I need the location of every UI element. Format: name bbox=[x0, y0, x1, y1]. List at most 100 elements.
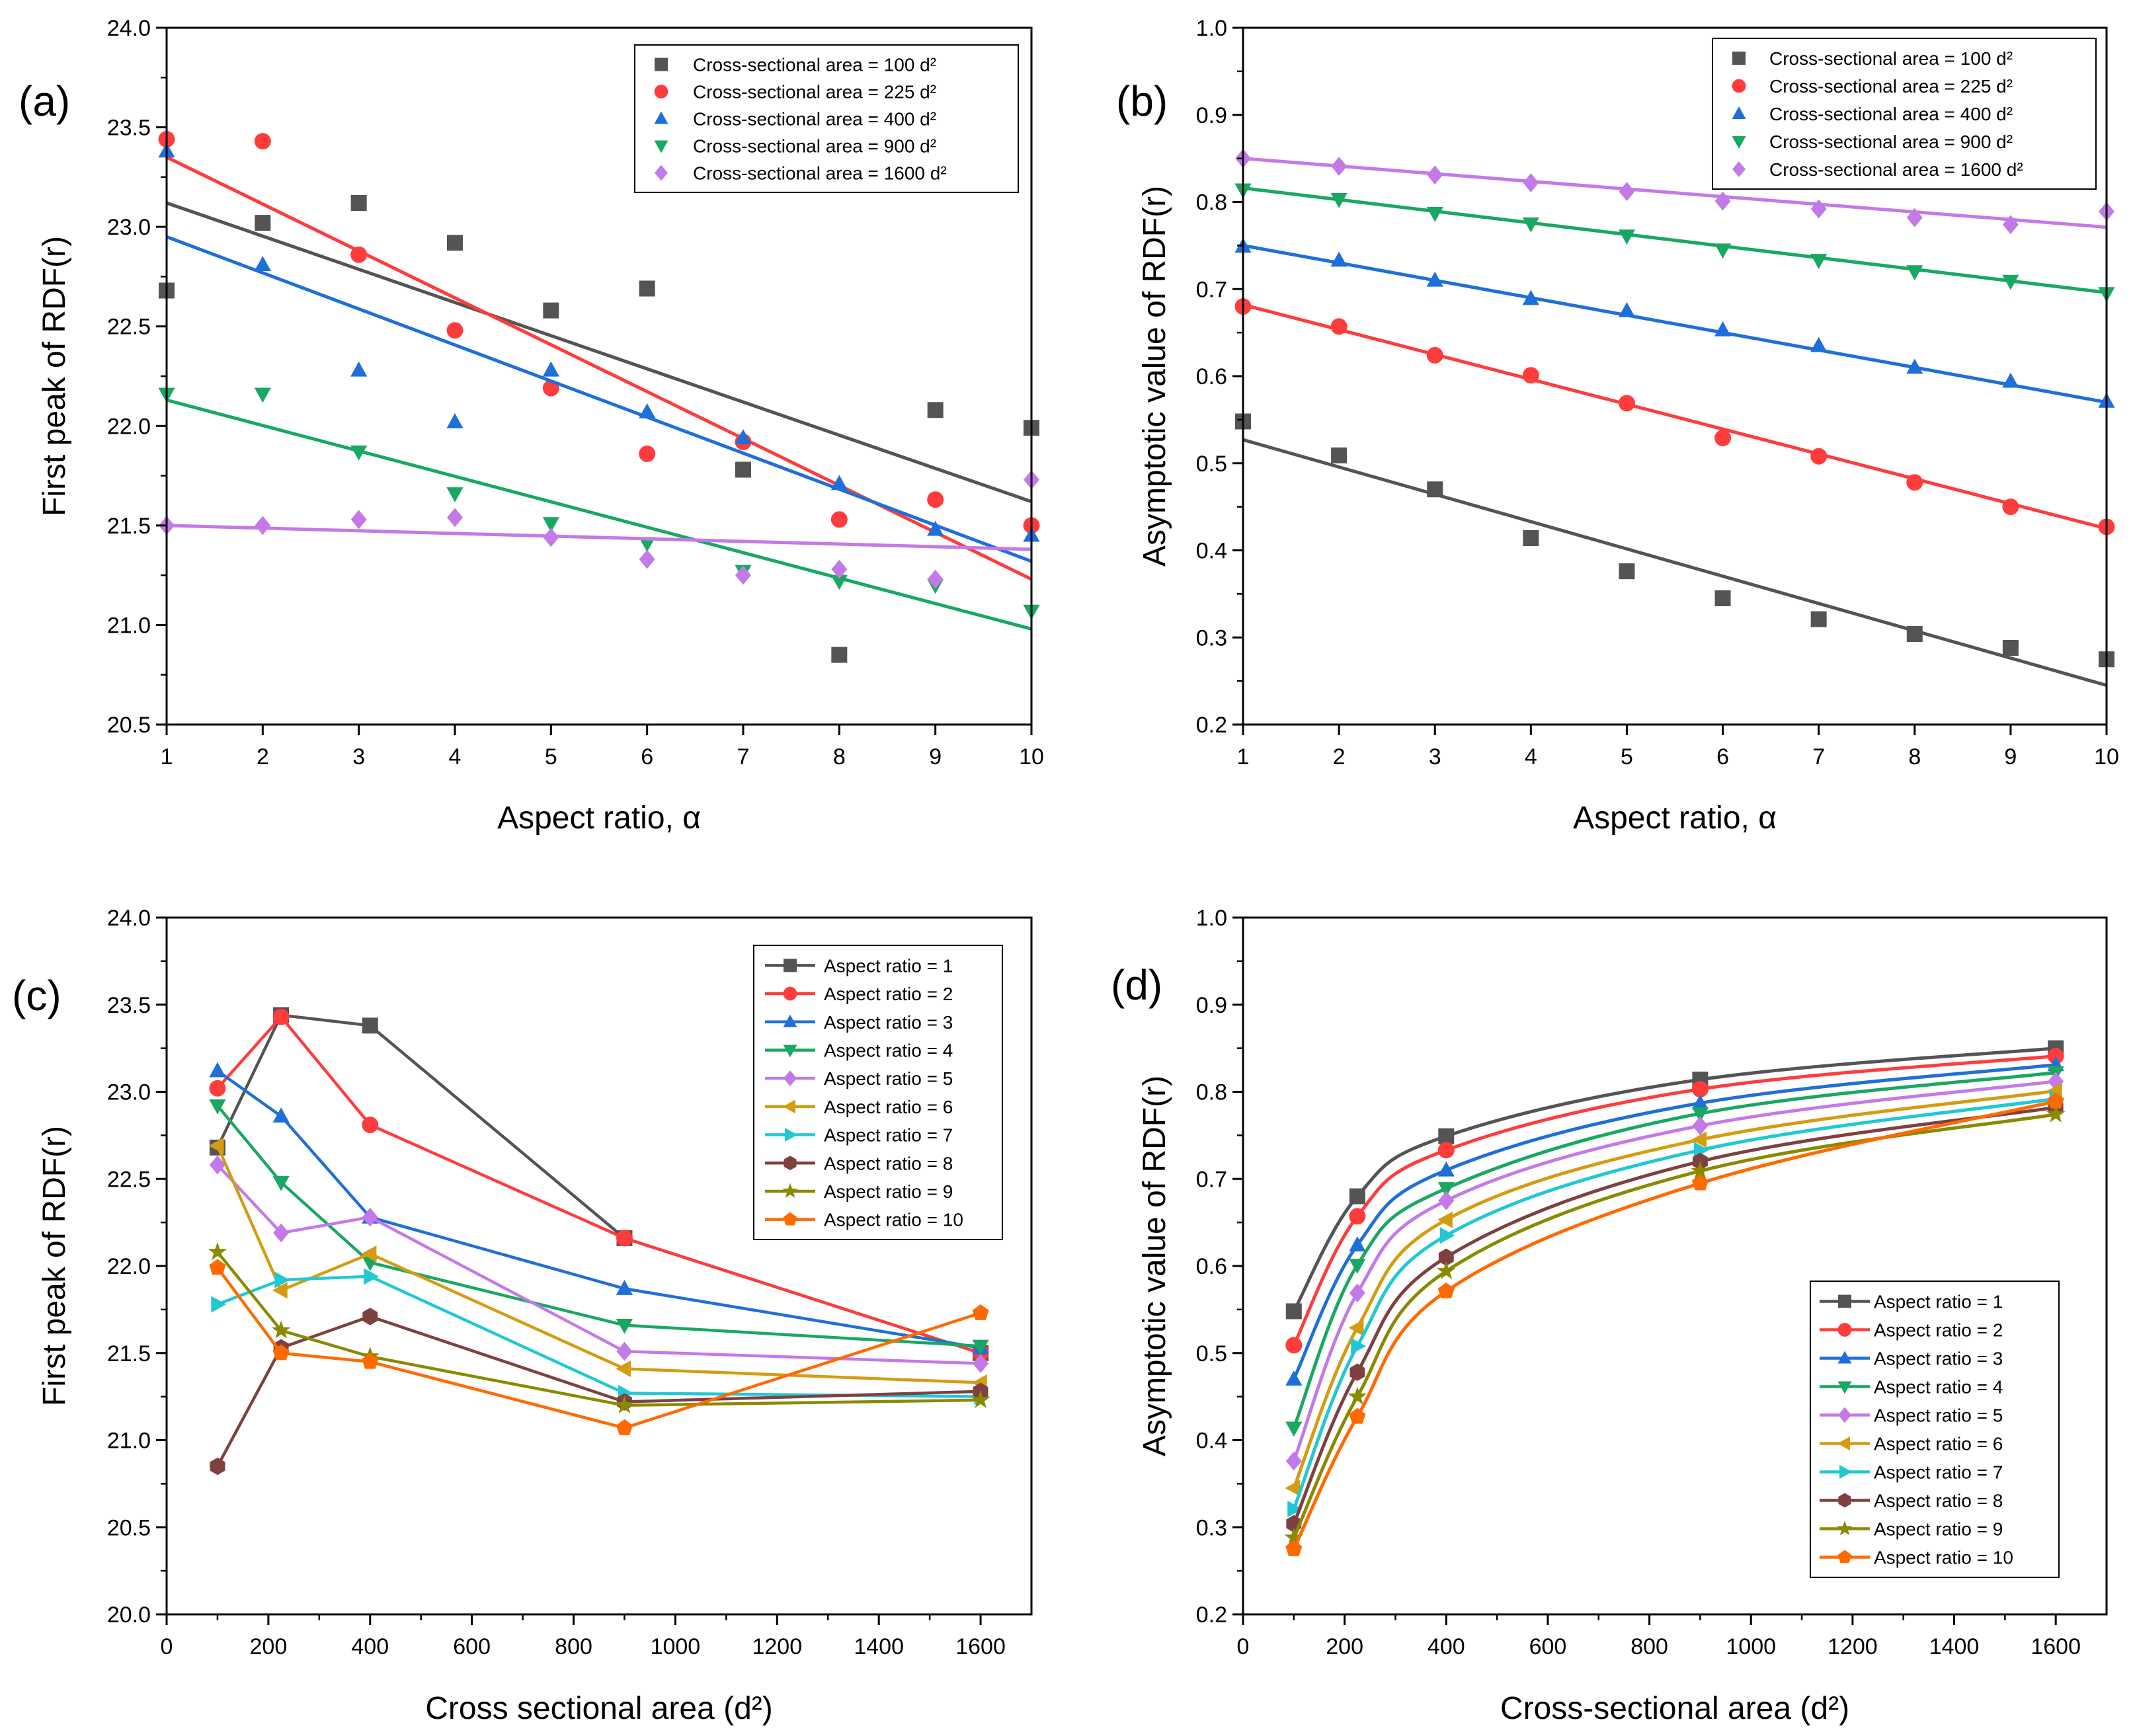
data-point bbox=[2002, 274, 2019, 290]
x-tick-label: 9 bbox=[929, 744, 942, 769]
y-tick-label: 0.3 bbox=[1196, 625, 1227, 651]
x-tick-label: 10 bbox=[1019, 744, 1044, 769]
data-point bbox=[1427, 165, 1443, 185]
legend-marker bbox=[784, 1070, 797, 1087]
data-point bbox=[1619, 182, 1635, 202]
x-tick-label: 5 bbox=[1621, 744, 1633, 769]
legend-label: Cross-sectional area = 100 d² bbox=[693, 55, 936, 75]
data-point bbox=[1714, 243, 1732, 259]
x-tick-label: 0 bbox=[161, 1634, 173, 1659]
legend-label: Aspect ratio = 2 bbox=[1874, 1320, 2003, 1341]
data-point bbox=[543, 302, 559, 319]
x-tick-label: 1200 bbox=[1828, 1634, 1878, 1659]
data-point bbox=[2047, 1092, 2064, 1109]
data-point bbox=[1348, 1386, 1367, 1405]
y-tick-label: 0.7 bbox=[1196, 1167, 1227, 1192]
data-point bbox=[255, 516, 271, 535]
series-line bbox=[1292, 1054, 2056, 1346]
data-point bbox=[1523, 530, 1539, 547]
data-point bbox=[735, 461, 751, 478]
series-3 bbox=[1234, 237, 2115, 408]
legend-label: Cross-sectional area = 100 d² bbox=[1769, 48, 2013, 69]
legend: Cross-sectional area = 100 d² Cross-secti… bbox=[634, 44, 1019, 193]
data-point bbox=[830, 511, 848, 528]
data-point bbox=[972, 1339, 989, 1355]
y-tick-label: 0.7 bbox=[1196, 277, 1227, 302]
y-tick-label: 20.5 bbox=[107, 713, 151, 738]
y-tick-label: 22.5 bbox=[107, 1167, 151, 1192]
legend-label: Aspect ratio = 8 bbox=[1874, 1491, 2003, 1511]
data-point bbox=[1522, 290, 1539, 305]
data-point bbox=[1285, 1540, 1303, 1556]
y-axis-title: Asymptotic value of RDF(r) bbox=[1137, 1076, 1172, 1456]
data-point bbox=[735, 565, 751, 585]
legend-marker bbox=[1839, 1465, 1852, 1479]
y-tick-label: 21.0 bbox=[107, 613, 151, 638]
legend: Aspect ratio = 1 Aspect ratio = 2 Aspect r… bbox=[1810, 1281, 2060, 1578]
y-tick-label: 21.5 bbox=[107, 514, 151, 539]
legend-label: Aspect ratio = 9 bbox=[1874, 1519, 2003, 1540]
y-axis-title: Asymptotic value of RDF(r) bbox=[1137, 186, 1172, 567]
legend: Cross-sectional area = 100 d² Cross-secti… bbox=[1712, 38, 2097, 190]
panel-label: (a) bbox=[19, 77, 70, 125]
data-point bbox=[1330, 192, 1348, 208]
series-3 bbox=[158, 142, 1040, 563]
fit-line bbox=[166, 524, 1032, 551]
data-point bbox=[1691, 1094, 1709, 1110]
y-axis-title: First peak of RDF(r) bbox=[37, 236, 72, 516]
data-point bbox=[616, 1360, 631, 1378]
legend-marker bbox=[1838, 1493, 1851, 1508]
series-5 bbox=[159, 470, 1039, 589]
data-point bbox=[616, 1230, 633, 1247]
data-point bbox=[2002, 498, 2019, 516]
legend-label: Cross-sectional area = 225 d² bbox=[693, 82, 936, 102]
series-line bbox=[216, 1267, 981, 1430]
x-tick-label: 800 bbox=[555, 1634, 592, 1659]
x-tick-label: 1 bbox=[161, 744, 173, 769]
data-point bbox=[350, 445, 368, 461]
data-point bbox=[272, 1107, 290, 1123]
legend-marker bbox=[782, 1183, 798, 1199]
y-tick-label: 0.6 bbox=[1196, 364, 1227, 389]
data-point bbox=[1906, 474, 1923, 491]
legend-marker bbox=[1732, 161, 1746, 177]
data-point bbox=[1285, 1337, 1303, 1354]
y-tick-label: 1.0 bbox=[1196, 16, 1227, 41]
data-point bbox=[971, 1390, 990, 1409]
legend-label: Aspect ratio = 2 bbox=[824, 984, 953, 1004]
data-point bbox=[1714, 430, 1732, 447]
y-tick-label: 22.0 bbox=[107, 1254, 151, 1279]
data-point bbox=[927, 402, 944, 418]
x-tick-label: 200 bbox=[250, 1634, 288, 1659]
x-tick-label: 6 bbox=[1716, 744, 1729, 769]
x-tick-label: 8 bbox=[833, 744, 846, 769]
data-point bbox=[1714, 191, 1731, 211]
fit-line bbox=[166, 201, 1032, 504]
data-point bbox=[1438, 1248, 1454, 1267]
data-point bbox=[1351, 1337, 1367, 1355]
y-tick-label: 0.2 bbox=[1196, 713, 1227, 738]
series-line bbox=[1292, 1063, 2056, 1380]
series-4 bbox=[1234, 183, 2115, 303]
legend-label: Aspect ratio = 5 bbox=[1874, 1405, 2003, 1426]
y-tick-label: 22.5 bbox=[107, 315, 151, 340]
x-axis-title: Cross sectional area (d²) bbox=[425, 1691, 773, 1726]
data-point bbox=[543, 528, 559, 547]
legend-marker bbox=[1837, 1351, 1852, 1364]
data-point bbox=[1810, 448, 1828, 465]
data-point bbox=[254, 387, 271, 403]
data-point bbox=[273, 1223, 290, 1243]
data-point bbox=[1691, 1081, 1709, 1098]
data-point bbox=[831, 559, 848, 579]
data-point bbox=[254, 256, 271, 271]
data-point bbox=[1522, 217, 1539, 233]
legend-marker bbox=[654, 140, 668, 153]
data-point bbox=[639, 549, 655, 569]
legend-marker bbox=[1837, 1381, 1852, 1394]
series-1 bbox=[159, 195, 1039, 663]
legend-label: Aspect ratio = 3 bbox=[824, 1012, 953, 1033]
panel-b: 1 2 3 4 5 6 7 8 9 10 0.2 0.3 0.4 0.5 0.6 0.7 0.8 0.9 1.0 As… bbox=[1116, 16, 2119, 836]
x-tick-label: 2 bbox=[257, 744, 269, 769]
x-tick-label: 1400 bbox=[1929, 1634, 1980, 1659]
